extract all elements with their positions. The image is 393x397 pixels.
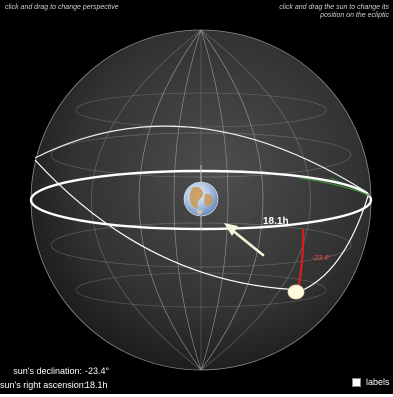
meridian-line xyxy=(138,29,202,371)
right-ascension-readout-label: sun's right ascension: xyxy=(0,380,87,390)
right-ascension-readout-value: 18.1h xyxy=(85,380,108,390)
ecliptic-circle-near-side xyxy=(302,195,369,291)
declination-readout: sun's declination: -23.4° xyxy=(0,366,118,377)
labels-checkbox[interactable] xyxy=(352,377,361,387)
declination-label: -23.4° xyxy=(312,254,331,262)
direction-arrow-icon xyxy=(224,223,265,257)
right-ascension-readout: sun's right ascension:18.1h xyxy=(0,380,118,391)
earth-globe-icon xyxy=(183,181,219,217)
equator-back-segment xyxy=(299,177,372,197)
meridian-line xyxy=(200,29,229,371)
bottom-border xyxy=(0,394,393,397)
declination-arc xyxy=(296,228,305,291)
labels-toggle[interactable]: labels xyxy=(352,377,390,387)
sun-drag-hint-line: click and drag the sun to change its xyxy=(279,4,389,11)
meridian-line xyxy=(200,29,311,371)
meridian-line xyxy=(173,29,202,371)
sun-drag-hint: click and drag the sun to change its pos… xyxy=(229,4,389,20)
sun-drag-hint-line: position on the ecliptic xyxy=(320,12,389,19)
ecliptic-circle-far-side xyxy=(34,125,369,194)
latitude-circle xyxy=(75,272,327,308)
right-ascension-label: 18.1h xyxy=(263,216,289,227)
latitude-circle xyxy=(75,92,327,128)
meridian-line xyxy=(200,29,264,371)
declination-readout-label: sun's declination: xyxy=(13,366,82,376)
sun-disc-icon[interactable] xyxy=(287,284,305,300)
declination-readout-value: -23.4° xyxy=(85,366,110,376)
ecliptic-circle-near-side xyxy=(34,159,304,291)
meridian-line xyxy=(91,29,202,371)
perspective-hint: click and drag to change perspective xyxy=(5,4,119,11)
labels-checkbox-label: labels xyxy=(366,377,390,387)
